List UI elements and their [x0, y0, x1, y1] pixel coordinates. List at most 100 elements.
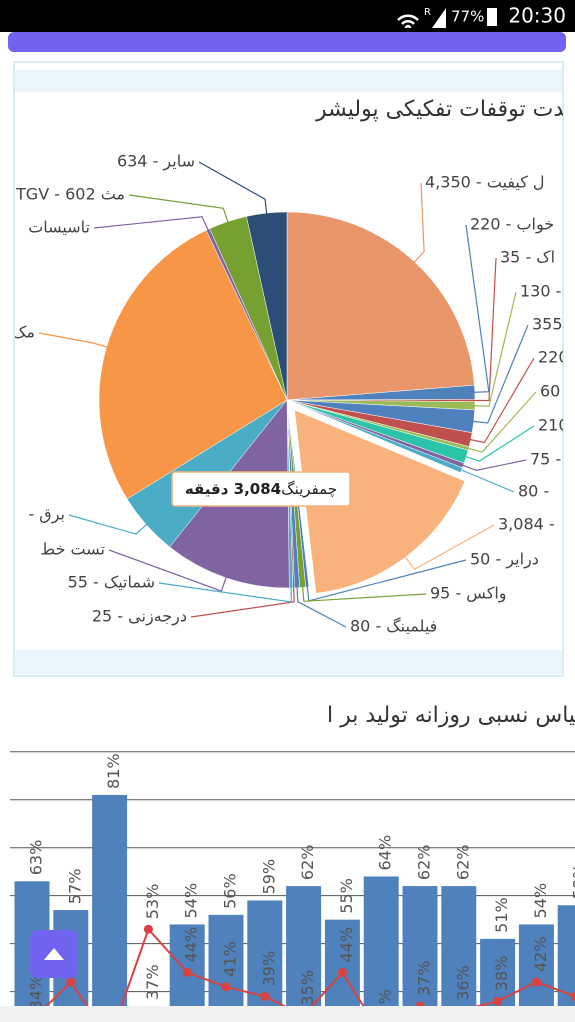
line-point	[415, 1001, 425, 1006]
slice-label: ل کیفیت - 4,350	[425, 173, 545, 192]
value-label: 44%	[182, 927, 201, 963]
arrow-up-icon	[44, 948, 64, 960]
slice-label: سایر - 634	[117, 152, 195, 172]
slice-label: 210	[538, 416, 569, 435]
bar	[363, 876, 399, 1006]
slice-label: 355	[532, 315, 563, 334]
value-label: 34%	[27, 975, 46, 1011]
value-label: 56%	[221, 873, 240, 909]
line-point	[182, 967, 192, 977]
value-label: 37%	[415, 960, 434, 996]
value-label: 31%	[376, 989, 395, 1022]
slice-label: مث TGV - 602	[15, 185, 125, 204]
leader-line	[455, 467, 515, 493]
signal-icon	[432, 8, 446, 28]
battery-percent: 77%	[451, 8, 484, 26]
line-point	[143, 924, 153, 934]
leader-line	[469, 257, 497, 402]
value-label: 81%	[104, 753, 123, 789]
leader-line	[465, 357, 535, 444]
value-label: 54%	[182, 883, 201, 919]
slice-label: فیلمینگ - 80	[350, 617, 437, 636]
slice-label: - 80	[518, 482, 549, 501]
bar	[557, 905, 575, 1006]
value-label: 44%	[337, 927, 356, 963]
top-bar[interactable]	[8, 32, 566, 52]
chart-title: مدت توقفات تفکیکی پولیشر	[315, 97, 575, 122]
slice-label: شماتیک - 55	[68, 573, 155, 592]
leader-line	[68, 514, 151, 535]
value-label: 42%	[531, 936, 550, 972]
leader-line	[468, 324, 529, 424]
battery-icon	[487, 8, 497, 26]
value-label: 54%	[531, 883, 550, 919]
value-label: 36%	[453, 965, 472, 1001]
line-point	[570, 991, 575, 1001]
leader-line	[108, 549, 229, 592]
value-label: 55%	[337, 878, 356, 914]
leader-line	[190, 582, 295, 618]
line-point	[531, 977, 541, 987]
tooltip-value: 3,084 دقیقه	[185, 480, 281, 498]
bar	[169, 924, 205, 1006]
leader-line	[410, 182, 425, 267]
bar	[247, 900, 283, 1006]
leader-line	[198, 161, 268, 219]
slice-label: - 75	[530, 450, 561, 469]
bar	[92, 794, 128, 1006]
leader-line	[93, 216, 211, 235]
value-label: 57%	[65, 869, 84, 905]
bar	[402, 886, 438, 1006]
slice-label: تاسیسات	[28, 218, 90, 237]
slice-label: تست خط	[40, 540, 105, 559]
slice-label: 220	[538, 348, 569, 367]
tooltip: چمفرینگ:3,084 دقیقه	[171, 471, 351, 507]
tooltip-text: چمفرینگ:3,084 دقیقه	[185, 480, 337, 498]
slice-label: درایر - 50	[470, 550, 539, 570]
leader-line	[463, 391, 537, 453]
leader-line	[457, 459, 527, 471]
value-label: 58%	[570, 864, 575, 900]
card-header	[15, 70, 562, 92]
leader-line	[465, 224, 490, 394]
tooltip-box	[171, 471, 351, 507]
bottom-strip	[0, 1006, 575, 1022]
slice-label: 60	[540, 382, 560, 401]
slice-label: خواب - 220	[470, 215, 554, 235]
line-point	[221, 982, 231, 992]
status-bar	[0, 0, 575, 32]
line-point	[66, 977, 76, 987]
value-label: 35%	[298, 970, 317, 1006]
line-point	[493, 996, 503, 1006]
leader-line	[128, 194, 231, 228]
bar-chart: 63% 57% 81% 37% 54% 56% 59% 62% 55% 64% 62% 62% 51% 5…	[10, 751, 575, 1022]
bar	[518, 924, 554, 1006]
value-label: 59%	[259, 859, 278, 895]
slice-label: - 3,084	[498, 515, 555, 534]
card-footer	[15, 650, 562, 674]
slice-label: واکس - 95	[430, 584, 507, 604]
leader-line	[460, 425, 535, 462]
wifi-icon	[397, 14, 419, 29]
leader-line	[402, 524, 495, 571]
slice-label: اک - 35	[500, 248, 555, 267]
chart-title: مقیاس نسبی روزانه تولید بر ا	[327, 703, 575, 728]
value-label: 37%	[143, 964, 162, 1000]
bar	[441, 886, 477, 1006]
value-label: 62%	[453, 845, 472, 881]
value-label: 38%	[492, 956, 511, 992]
leader-line	[469, 291, 517, 407]
line-series	[45, 927, 575, 1006]
line-point	[260, 991, 270, 1001]
clock: 20:30	[508, 4, 566, 28]
value-label: 63%	[27, 840, 46, 876]
leader-line	[301, 581, 427, 602]
line-point	[337, 967, 347, 977]
slice-label: مک	[12, 323, 35, 342]
bar	[286, 886, 322, 1006]
slice-label: درجه‌زنی - 25	[92, 607, 187, 627]
leader-line	[38, 332, 113, 350]
value-label: 51%	[492, 897, 511, 933]
